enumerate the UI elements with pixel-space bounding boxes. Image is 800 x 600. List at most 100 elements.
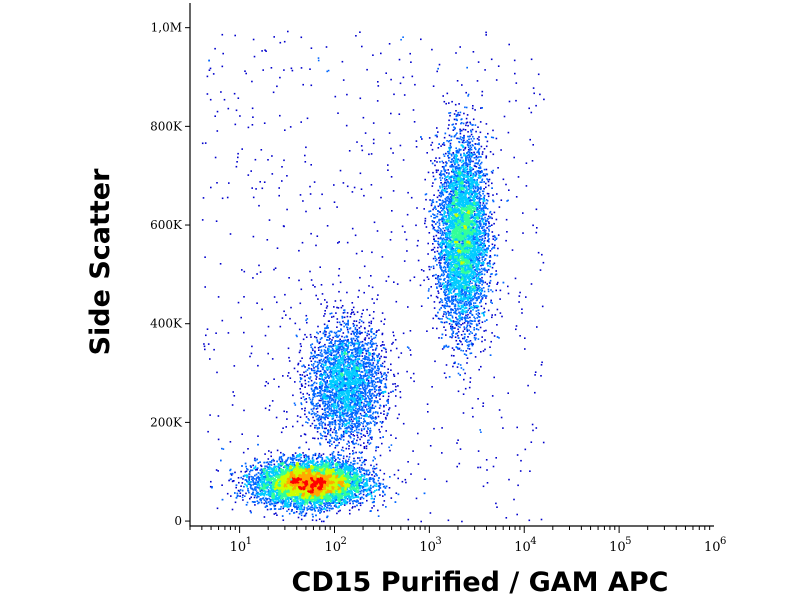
event-dot (306, 507, 308, 509)
event-dot (353, 463, 355, 465)
event-dot (353, 467, 355, 469)
event-dot (300, 460, 303, 462)
event-dot (349, 481, 351, 484)
event-dot (284, 498, 287, 501)
event-dot (287, 456, 290, 459)
event-dot (248, 481, 250, 484)
event-dot (274, 504, 277, 507)
event-dot (302, 460, 304, 463)
event-dot (234, 471, 236, 474)
event-dot (242, 499, 244, 501)
event-dot (341, 446, 344, 449)
event-dot (362, 493, 365, 496)
event-dot (340, 465, 343, 468)
event-dot (273, 463, 276, 466)
event-dot (363, 474, 366, 477)
event-dot (316, 497, 318, 500)
event-dot (254, 486, 256, 488)
event-dot (364, 463, 366, 466)
event-dot (299, 458, 301, 461)
event-dot (297, 506, 300, 509)
event-dot (293, 455, 295, 458)
event-dot (356, 490, 358, 492)
event-dot (257, 476, 260, 479)
event-dot (349, 475, 352, 477)
event-dot (362, 497, 365, 500)
event-dot (275, 489, 277, 492)
event-dot (267, 470, 270, 473)
event-dot (355, 496, 358, 498)
event-dot (217, 470, 219, 472)
event-dot (259, 498, 261, 501)
event-dot (290, 461, 292, 464)
event-dot (244, 483, 246, 485)
event-dot (285, 505, 288, 507)
event-dot (273, 460, 275, 462)
event-dot (311, 506, 314, 509)
event-dot (359, 497, 362, 499)
event-dot (369, 471, 371, 474)
event-dot (234, 501, 237, 504)
event-dot (304, 513, 307, 516)
event-dot (354, 479, 356, 481)
event-dot (293, 463, 296, 466)
event-dot (333, 505, 336, 507)
event-dot (353, 473, 355, 475)
event-dot (349, 499, 351, 501)
event-dot (333, 500, 336, 503)
event-dot (363, 469, 366, 472)
event-dot (278, 456, 281, 458)
event-dot (293, 462, 296, 464)
event-dot (368, 473, 371, 475)
event-dot (354, 493, 356, 495)
event-dot (246, 501, 249, 504)
event-dot (276, 466, 279, 468)
event-dot (350, 464, 353, 467)
event-dot (297, 498, 299, 500)
event-dot (240, 470, 242, 473)
event-dot (367, 474, 370, 476)
event-dot (284, 505, 286, 508)
event-dot (358, 466, 361, 469)
event-dot (260, 465, 263, 468)
event-dot (265, 461, 267, 464)
event-dot (289, 456, 292, 459)
event-dot (239, 489, 242, 491)
event-dot (252, 477, 254, 480)
event-dot (293, 504, 295, 506)
event-dot (332, 501, 335, 503)
event-dot (299, 453, 301, 455)
event-dot (291, 463, 294, 465)
event-dot (373, 475, 376, 477)
event-dot (318, 463, 321, 466)
event-dot (320, 471, 323, 473)
event-dot (361, 489, 363, 492)
event-dot (357, 488, 359, 490)
event-dot (382, 486, 385, 488)
event-dot (319, 498, 322, 501)
event-dot (267, 489, 270, 491)
event-dot (259, 490, 262, 493)
event-dot (245, 479, 248, 481)
plot-area (201, 30, 545, 523)
event-dot (295, 511, 298, 513)
event-dot (330, 461, 333, 464)
event-dot (366, 499, 368, 502)
event-dot (282, 507, 284, 510)
event-dot (332, 467, 335, 469)
event-dot (363, 485, 365, 488)
event-dot (354, 460, 356, 462)
event-dot (291, 461, 294, 464)
event-dot (356, 471, 358, 474)
event-dot (280, 451, 282, 454)
event-dot (259, 477, 262, 479)
event-dot (342, 503, 344, 505)
event-dot (353, 500, 355, 502)
event-dot (355, 491, 357, 493)
event-dot (347, 460, 349, 463)
event-dot (270, 484, 273, 487)
event-dot (229, 468, 232, 471)
event-dot (291, 458, 293, 461)
event-dot (335, 458, 337, 461)
event-dot (250, 484, 252, 487)
